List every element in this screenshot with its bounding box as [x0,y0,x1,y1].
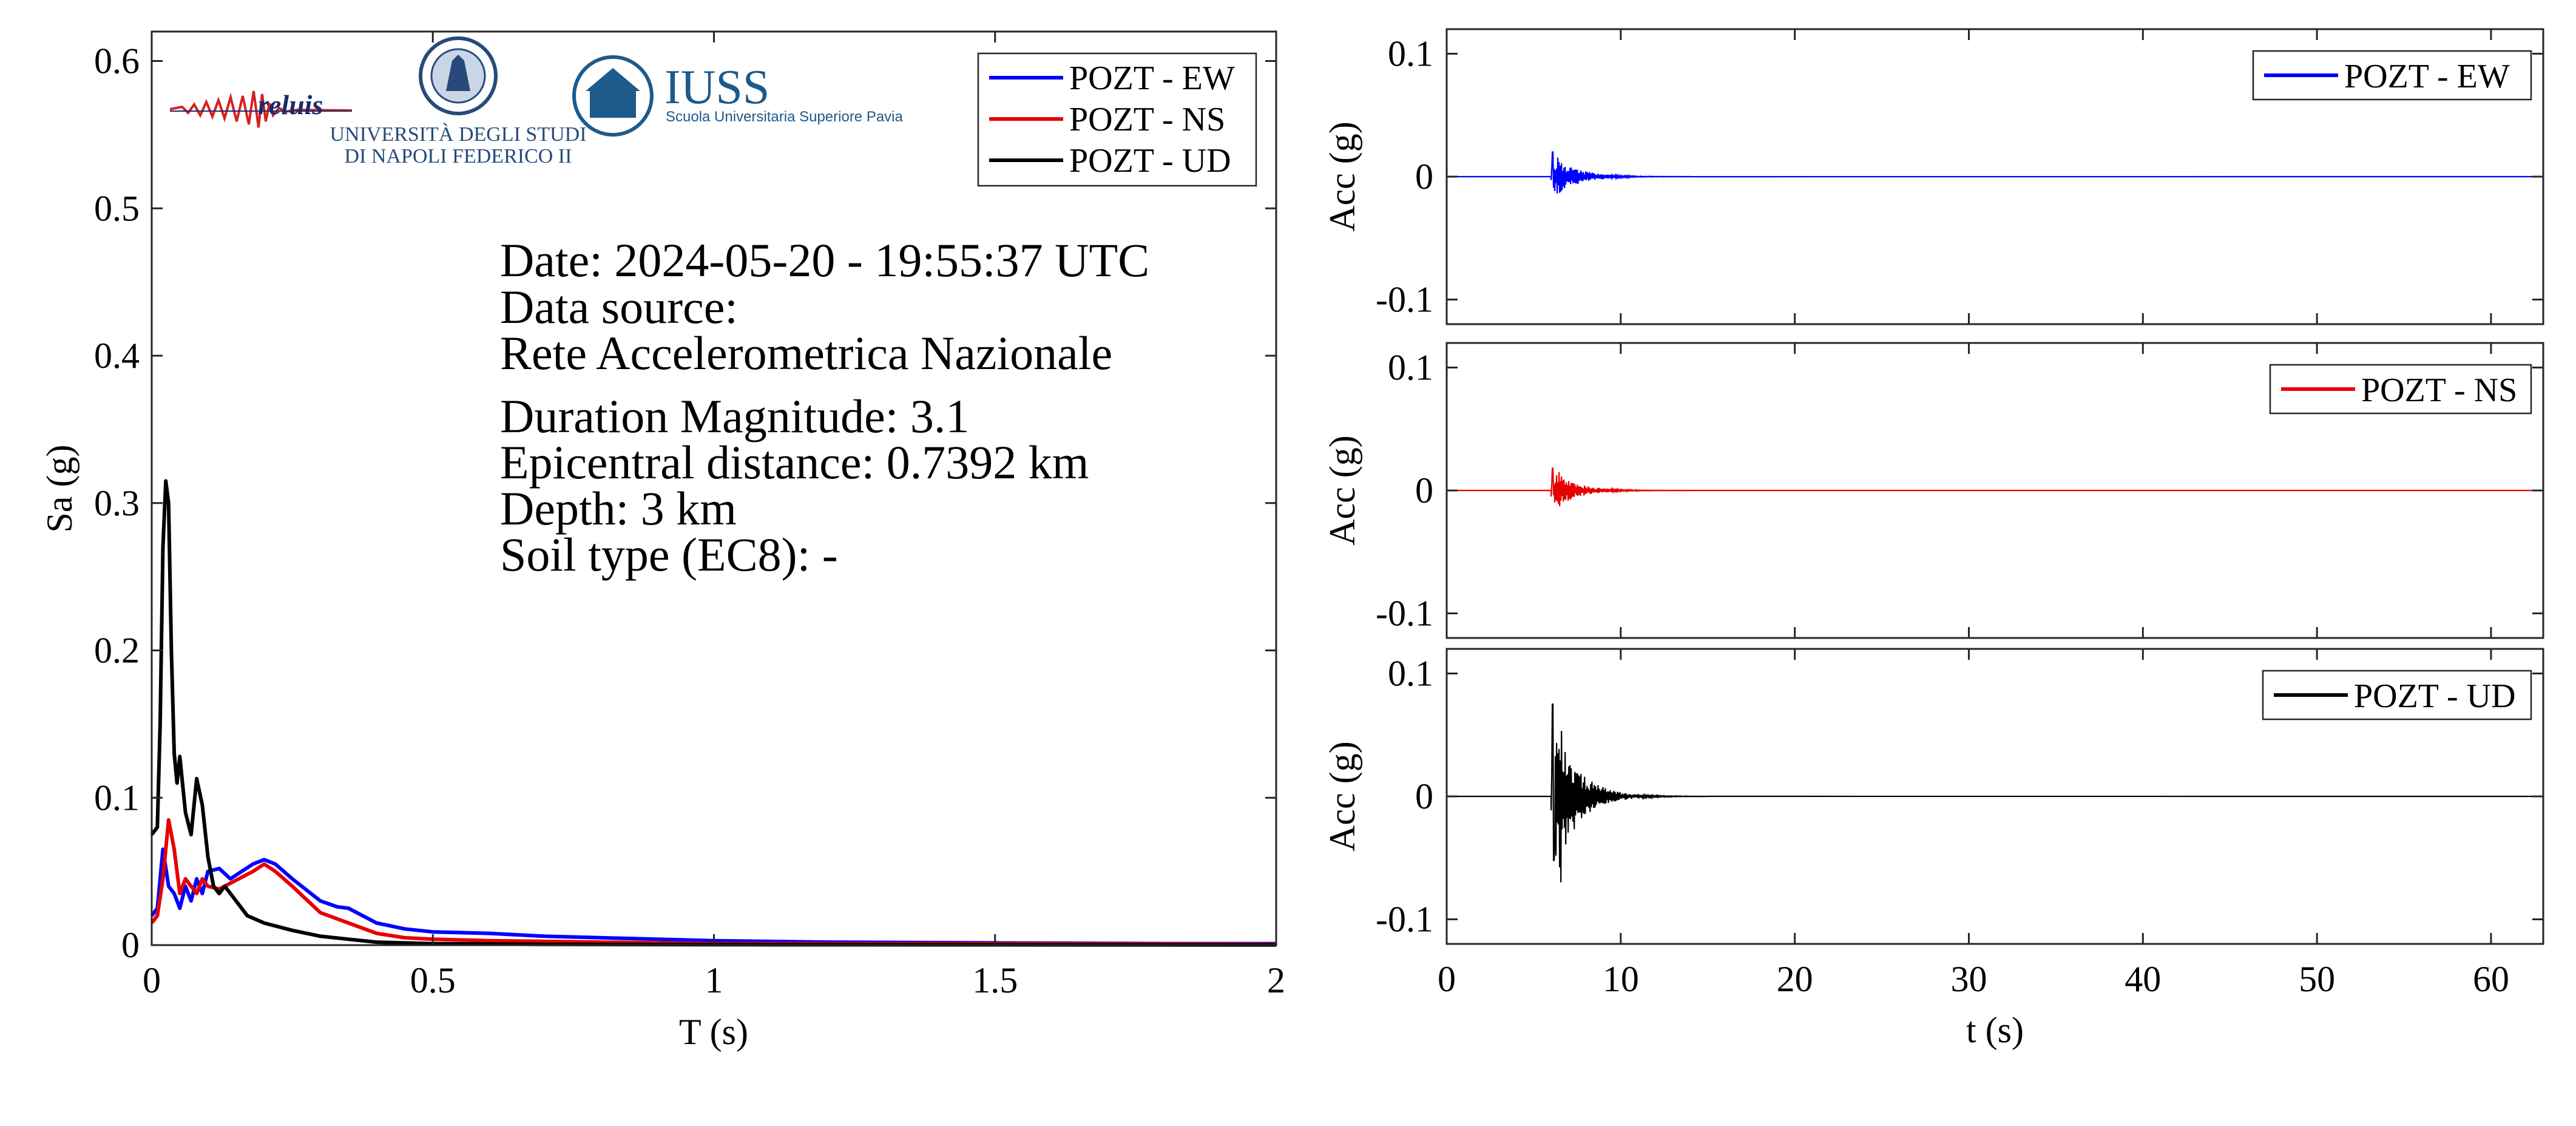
info-distance: Epicentral distance: 0.7392 km [500,436,1089,489]
reluis-logo-text: reluis [258,89,323,120]
acc-ytick-label: 0.1 [1388,34,1433,74]
info-magnitude: Duration Magnitude: 3.1 [500,390,969,443]
acc-legend-label-ud: POZT - UD [2354,677,2516,715]
acc-trace-ns [1447,467,2543,507]
event-info: Date: 2024-05-20 - 19:55:37 UTC Data sou… [500,234,1149,581]
spectrum-ytick-label: 0.3 [94,483,140,523]
acc-ytick-label: 0 [1415,776,1433,816]
info-source-label: Data source: [500,280,738,333]
spectrum-ytick-label: 0.1 [94,778,140,818]
acc-ytick-label: -0.1 [1376,594,1433,634]
accelerogram-ud: -0.100.10 10 20 30 40 50 60t (s)Acc (g)POZT - … [1322,648,2544,1050]
acc-ytick-label: -0.1 [1376,900,1433,940]
acc-ytick-label: 0.1 [1388,654,1433,694]
acc-ytick-label: 0 [1415,470,1433,510]
iuss-emblem-roof [586,68,640,91]
reluis-logo: reluis [169,89,353,128]
spectrum-xtick-label: 0.5 [410,960,456,1000]
spectrum-series-ud [150,479,1277,947]
acc-xtick-label: 20 [1777,959,1813,999]
acc-ylabel: Acc (g) [1322,435,1362,546]
unina-seal-figure [446,55,470,91]
acc-ytick-label: 0.1 [1388,348,1433,388]
info-soil: Soil type (EC8): - [500,528,838,581]
acc-xtick-label: 60 [2473,959,2509,999]
response-spectrum-panel: 0 0.5 1 1.5 2 0 0.1 0.2 0.3 0.4 0.5 0.6 T (s) Sa (g… [39,30,1285,1052]
spectrum-legend: POZT - EW POZT - NS POZT - UD [977,52,1257,187]
spectrum-ytick-label: 0.2 [94,631,140,671]
acc-trace-ud [1447,704,2544,883]
spectrum-xtick-label: 0 [143,960,161,1000]
spectrum-ytick-label: 0 [121,925,140,965]
spectrum-xlabel: T (s) [679,1012,748,1052]
acc-ylabel: Acc (g) [1322,741,1362,852]
unina-line2: DI NAPOLI FEDERICO II [345,145,572,168]
accelerogram-ns: -0.1 0 0.1 Acc (g) POZT - NS [1322,342,2544,639]
spectrum-series-ns [150,818,1277,946]
spectrum-ytick-label: 0.5 [94,188,140,228]
spectrum-series-ew [150,847,1276,946]
unina-line1: UNIVERSITÀ DEGLI STUDI [330,123,586,146]
info-source: Rete Accelerometrica Nazionale [500,327,1112,379]
acc-trace-ew [1447,151,2544,194]
acc-legend-label-ew: POZT - EW [2344,58,2510,95]
acc-xtick-label: 10 [1603,959,1639,999]
acc-ytick-label: -0.1 [1376,280,1433,320]
spectrum-xtick-label: 1.5 [972,960,1018,1000]
iuss-subtitle: Scuola Universitaria Superiore Pavia [666,109,904,125]
spectrum-ytick-label: 0.4 [94,336,140,376]
spectrum-ytick-label: 0.6 [94,41,140,81]
spectrum-ticks: 0 0.5 1 1.5 2 0 0.1 0.2 0.3 0.4 0.5 0.6 [94,32,1285,1000]
acc-xtick-label: 50 [2299,959,2335,999]
iuss-emblem-building [590,91,636,118]
acc-xtick-label: 0 [1438,959,1456,999]
spectrum-ylabel: Sa (g) [39,445,79,533]
legend-label-ew: POZT - EW [1069,59,1235,97]
info-depth: Depth: 3 km [500,482,737,535]
acc-ytick-label: 0 [1415,157,1433,197]
spectrum-xtick-label: 1 [705,960,723,1000]
spectrum-lines [150,479,1277,947]
unina-logo: UNIVERSITÀ DEGLI STUDI DI NAPOLI FEDERIC… [330,36,587,168]
acc-xtick-label: 40 [2125,959,2161,999]
acc-xlabel: t (s) [1966,1010,2024,1050]
spectrum-xtick-label: 2 [1267,960,1285,1000]
legend-label-ns: POZT - NS [1069,101,1225,138]
acc-ylabel: Acc (g) [1322,121,1362,232]
legend-label-ud: POZT - UD [1069,142,1231,180]
acc-xtick-label: 30 [1950,959,1987,999]
info-date: Date: 2024-05-20 - 19:55:37 UTC [500,234,1149,287]
iuss-text: IUSS [664,61,769,114]
acc-legend-label-ns: POZT - NS [2361,371,2517,409]
accelerogram-ew: -0.1 0 0.1 Acc (g) POZT - EW [1322,28,2544,325]
iuss-logo: IUSS Scuola Universitaria Superiore Pavi… [572,55,904,137]
